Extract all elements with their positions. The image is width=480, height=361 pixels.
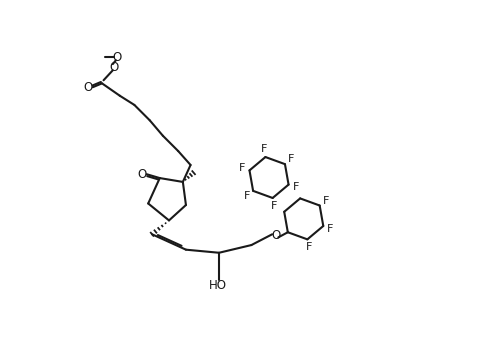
Text: O: O [137,168,147,181]
Text: F: F [271,201,277,210]
Text: O: O [109,61,118,74]
Text: F: F [323,196,329,205]
Text: HO: HO [208,279,227,292]
Text: F: F [293,182,299,192]
Text: O: O [113,51,122,64]
Text: F: F [327,223,334,234]
Text: F: F [288,154,294,164]
Text: F: F [261,144,267,155]
Text: O: O [271,229,281,242]
Text: F: F [244,191,251,201]
Text: F: F [305,242,312,252]
Text: F: F [239,163,245,173]
Text: O: O [84,81,93,94]
